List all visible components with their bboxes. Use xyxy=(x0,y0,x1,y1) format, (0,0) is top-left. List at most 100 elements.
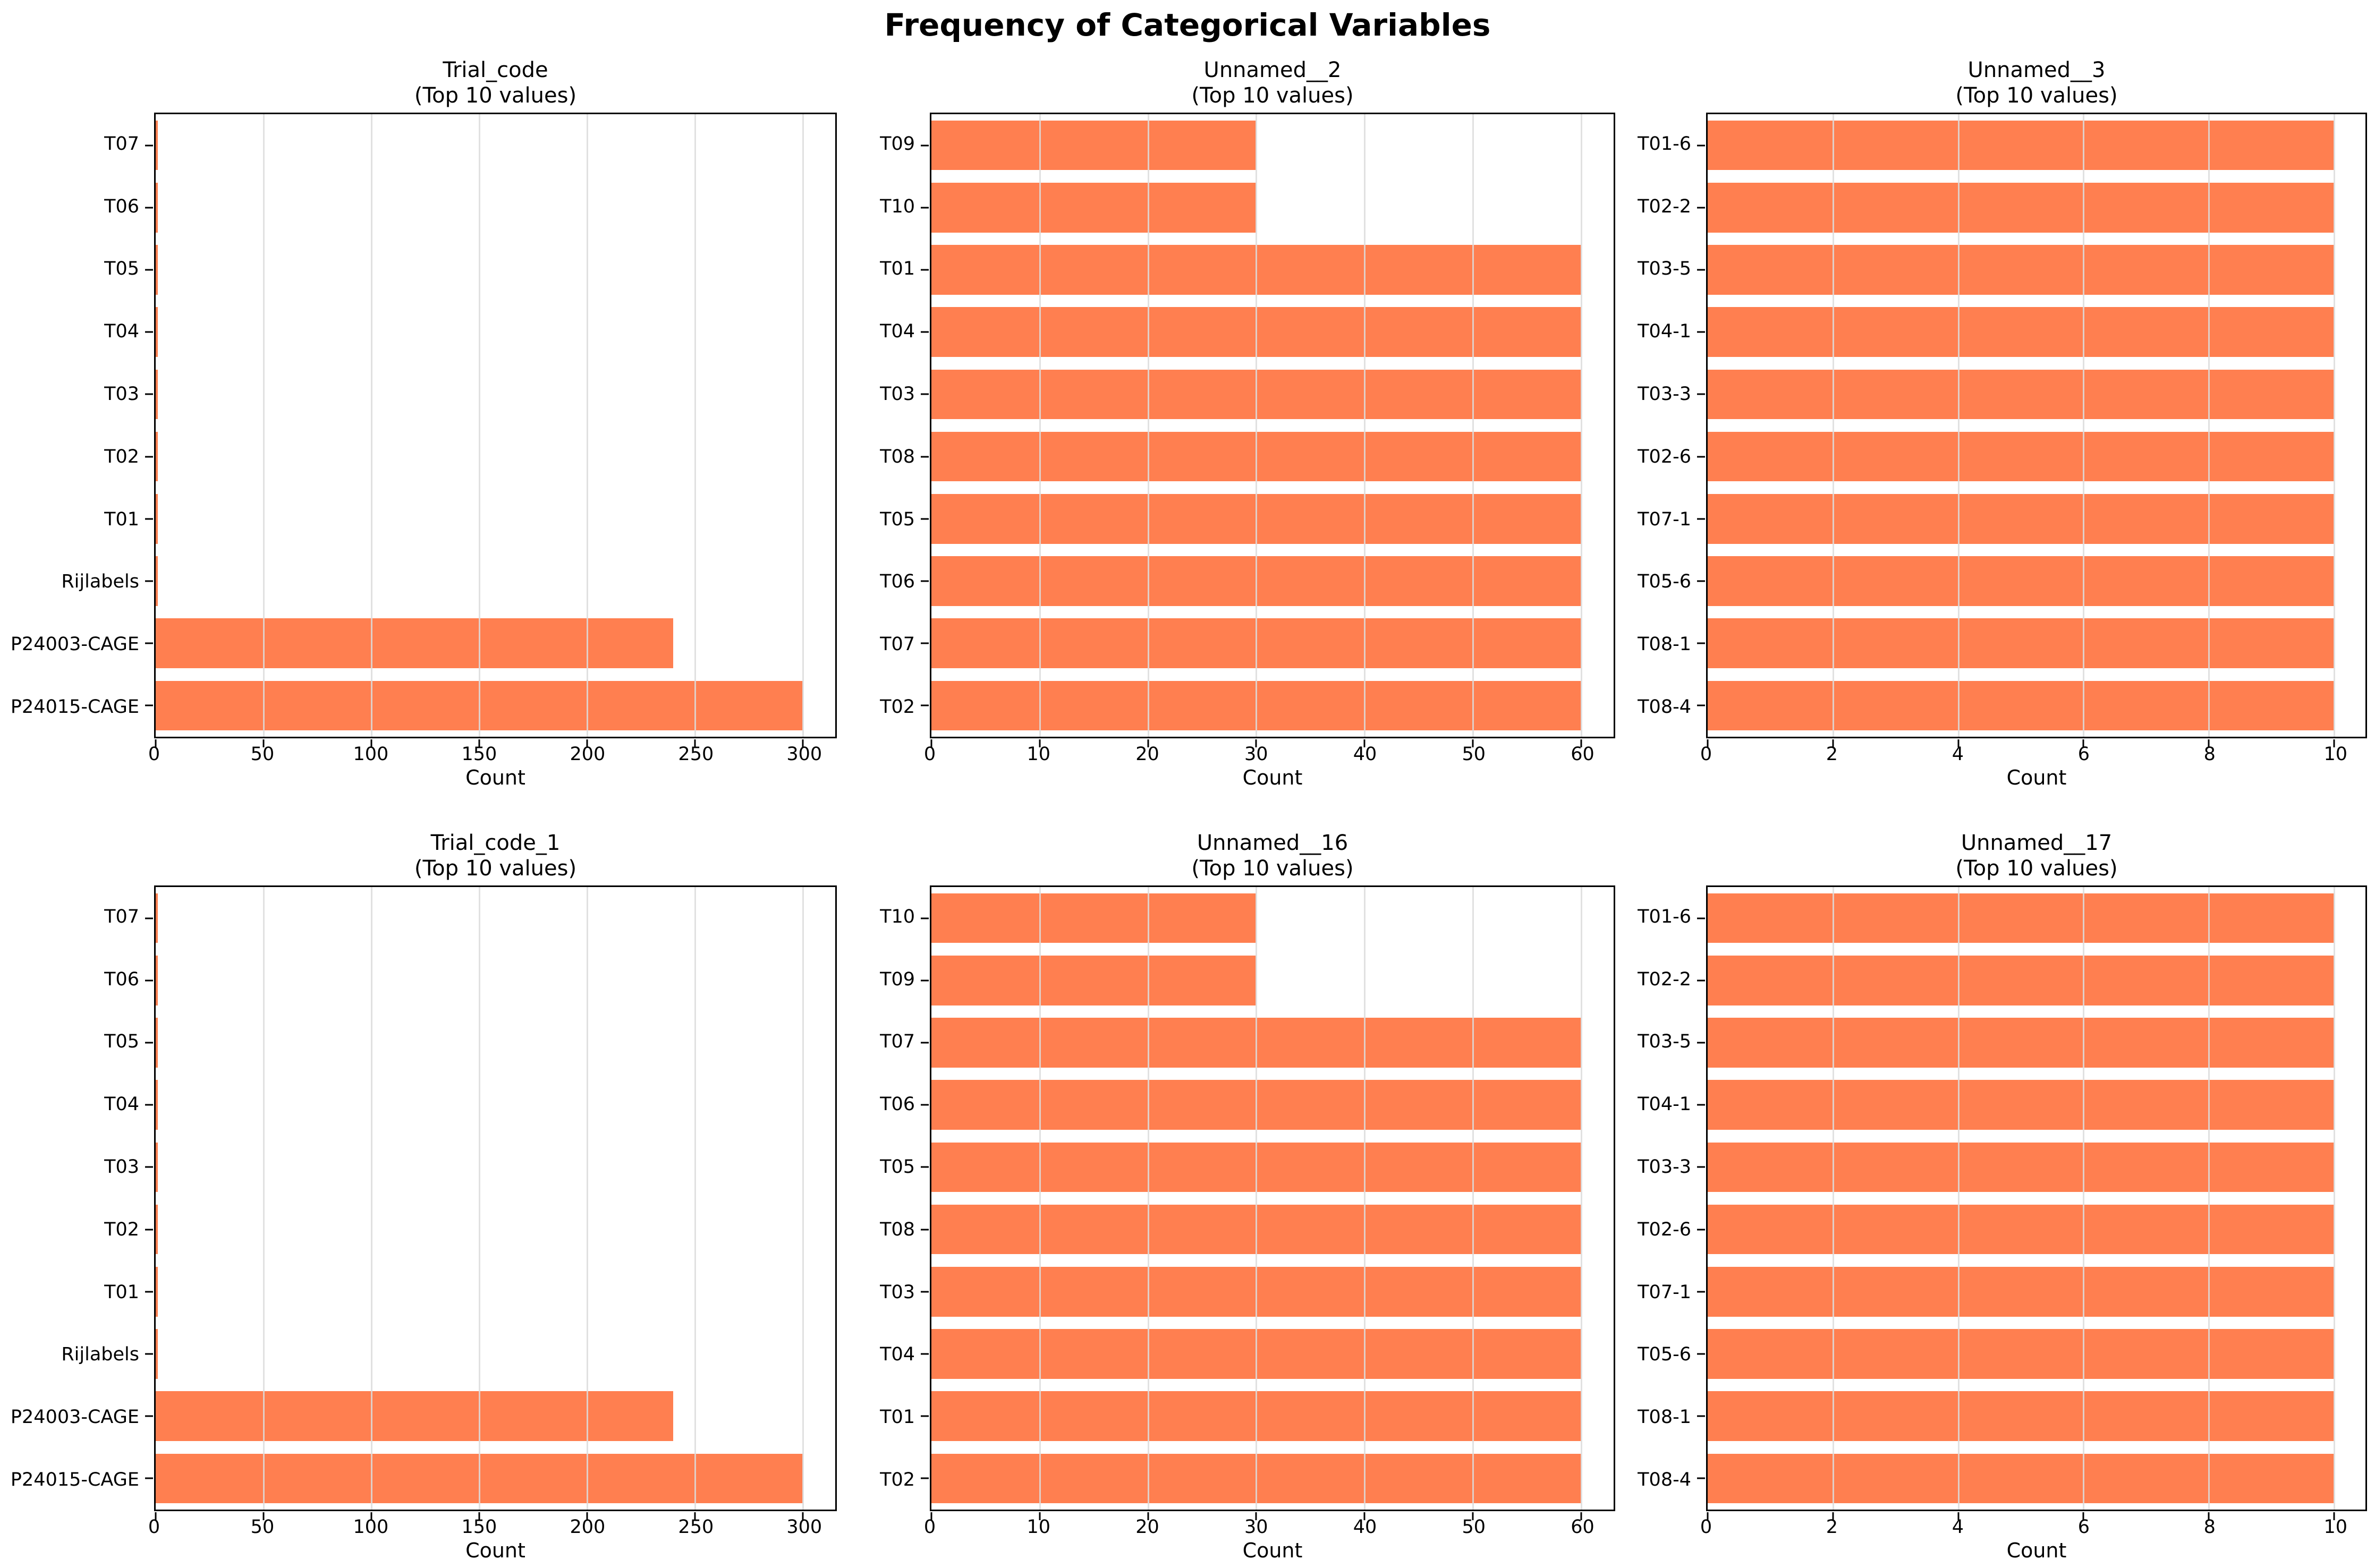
y-tick-mark xyxy=(1697,456,1705,458)
gridline xyxy=(587,114,589,737)
y-tick-label: T08-4 xyxy=(1638,696,1691,718)
gridline xyxy=(1957,114,1960,737)
x-tick-mark xyxy=(155,739,157,747)
x-tick-label: 4 xyxy=(1952,744,1964,765)
y-tick-mark xyxy=(921,1042,929,1044)
x-tick-mark xyxy=(1707,1512,1709,1520)
x-tick-mark xyxy=(1832,739,1834,747)
x-tick-label: 0 xyxy=(923,744,936,765)
x-tick-mark xyxy=(586,1512,588,1520)
y-tick-mark xyxy=(145,456,153,458)
y-tick-mark xyxy=(1697,1229,1705,1231)
y-tick-label: T05 xyxy=(880,508,915,530)
subplot-title-line2: (Top 10 values) xyxy=(414,856,577,881)
x-tick-mark xyxy=(1580,1512,1582,1520)
gridline xyxy=(1364,887,1366,1510)
y-tick-label: Rijlabels xyxy=(61,1344,139,1366)
x-tick-label: 8 xyxy=(2203,1516,2216,1538)
y-tick-label: T01 xyxy=(880,258,915,280)
y-tick-label: T04 xyxy=(880,1344,915,1366)
y-tick-mark xyxy=(921,207,929,209)
gridline xyxy=(263,114,265,737)
y-tick-label: T07-1 xyxy=(1638,508,1691,530)
y-tick-mark xyxy=(1697,1042,1705,1044)
x-tick-mark xyxy=(1255,739,1257,747)
gridline xyxy=(1580,887,1582,1510)
gridline xyxy=(1957,887,1960,1510)
y-tick-mark xyxy=(145,1104,153,1106)
x-tick-label: 50 xyxy=(250,744,275,765)
subplot-title-line2: (Top 10 values) xyxy=(1955,83,2118,108)
plot-area xyxy=(921,885,1615,1520)
gridline xyxy=(1832,114,1834,737)
subplot: Trial_code (Top 10 values) T07 T06 T05 T04 T0… xyxy=(0,57,837,790)
y-tick-label: T05 xyxy=(104,1031,139,1053)
subplot-grid: Trial_code (Top 10 values) T07 T06 T05 T04 T0… xyxy=(0,57,2367,1563)
y-tick-label: T01-6 xyxy=(1638,906,1691,927)
y-tick-mark xyxy=(921,269,929,271)
y-tick-label: T03 xyxy=(104,1156,139,1178)
x-axis-label: Count xyxy=(1242,766,1303,789)
x-axis-tick-labels: 0 50 100 150 200 250 300 xyxy=(148,1511,837,1538)
y-tick-mark xyxy=(1697,207,1705,209)
x-tick-label: 20 xyxy=(1135,744,1159,765)
plot-area xyxy=(1697,885,2367,1520)
bar-T05 xyxy=(156,245,158,295)
y-tick-mark xyxy=(921,917,929,919)
x-tick-label: 0 xyxy=(923,1516,936,1538)
bar-T02 xyxy=(156,1204,158,1255)
x-tick-label: 2 xyxy=(1826,744,1838,765)
subplot-title-line1: Unnamed__3 xyxy=(1967,58,2106,82)
y-tick-label: T02 xyxy=(880,696,915,718)
x-tick-label: 30 xyxy=(1244,744,1268,765)
bar-T03 xyxy=(156,1142,158,1192)
gridline xyxy=(2334,114,2336,737)
x-tick-mark xyxy=(1255,1512,1257,1520)
x-tick-label: 0 xyxy=(1700,1516,1712,1538)
y-tick-label: T08 xyxy=(880,1218,915,1240)
y-tick-label: T09 xyxy=(880,133,915,155)
y-tick-label: T03-5 xyxy=(1638,1031,1691,1053)
plot-area xyxy=(145,113,837,747)
x-tick-mark xyxy=(586,739,588,747)
x-tick-label: 300 xyxy=(786,744,822,765)
bar-Rijlabels xyxy=(156,556,158,606)
y-tick-label: T04-1 xyxy=(1638,1094,1691,1115)
y-tick-label: T02-2 xyxy=(1638,195,1691,217)
x-tick-mark xyxy=(370,1512,372,1520)
x-tick-mark xyxy=(1039,1512,1041,1520)
gridline xyxy=(479,114,481,737)
x-tick-mark xyxy=(262,739,265,747)
x-tick-mark xyxy=(478,1512,480,1520)
y-tick-label: T08-4 xyxy=(1638,1469,1691,1491)
x-tick-mark xyxy=(2333,739,2335,747)
gridline xyxy=(694,114,697,737)
y-tick-label: T04 xyxy=(880,321,915,343)
y-tick-mark xyxy=(1697,580,1705,582)
y-axis-tick-labels: T01-6 T02-2 T03-5 T04-1 T03-3 T02-6 T07-1 T05-6… xyxy=(1615,113,1706,738)
y-tick-mark xyxy=(145,1415,153,1417)
x-tick-label: 300 xyxy=(786,1516,822,1538)
x-tick-mark xyxy=(1957,739,1960,747)
x-tick-mark xyxy=(2082,739,2084,747)
x-tick-mark xyxy=(262,1512,265,1520)
y-tick-label: T07 xyxy=(880,1031,915,1053)
y-tick-label: T04-1 xyxy=(1638,321,1691,343)
subplot: Unnamed__3 (Top 10 values) T01-6 T02-2 T03-… xyxy=(1615,57,2367,790)
y-tick-label: T02-6 xyxy=(1638,1218,1691,1240)
y-tick-label: T06 xyxy=(104,968,139,990)
y-axis-tick-labels: T07 T06 T05 T04 T03 T02 T01 Rijlabels P24003-CAG… xyxy=(0,113,154,738)
subplot: Unnamed__17 (Top 10 values) T01-6 T02-2 T03… xyxy=(1615,830,2367,1563)
y-tick-label: T06 xyxy=(104,195,139,217)
x-tick-label: 250 xyxy=(678,1516,714,1538)
y-tick-mark xyxy=(1697,1353,1705,1355)
y-axis-tick-labels: T10 T09 T07 T06 T05 T08 T03 T04 T01 T02 xyxy=(837,885,930,1511)
bar-T01-6 xyxy=(1708,120,2335,171)
gridline xyxy=(1147,887,1149,1510)
gridline xyxy=(371,887,373,1510)
x-tick-mark xyxy=(1832,1512,1834,1520)
y-tick-label: T03-3 xyxy=(1638,384,1691,405)
y-tick-label: T04 xyxy=(104,321,139,343)
y-tick-label: T05-6 xyxy=(1638,571,1691,593)
bar-T04 xyxy=(156,1080,158,1130)
